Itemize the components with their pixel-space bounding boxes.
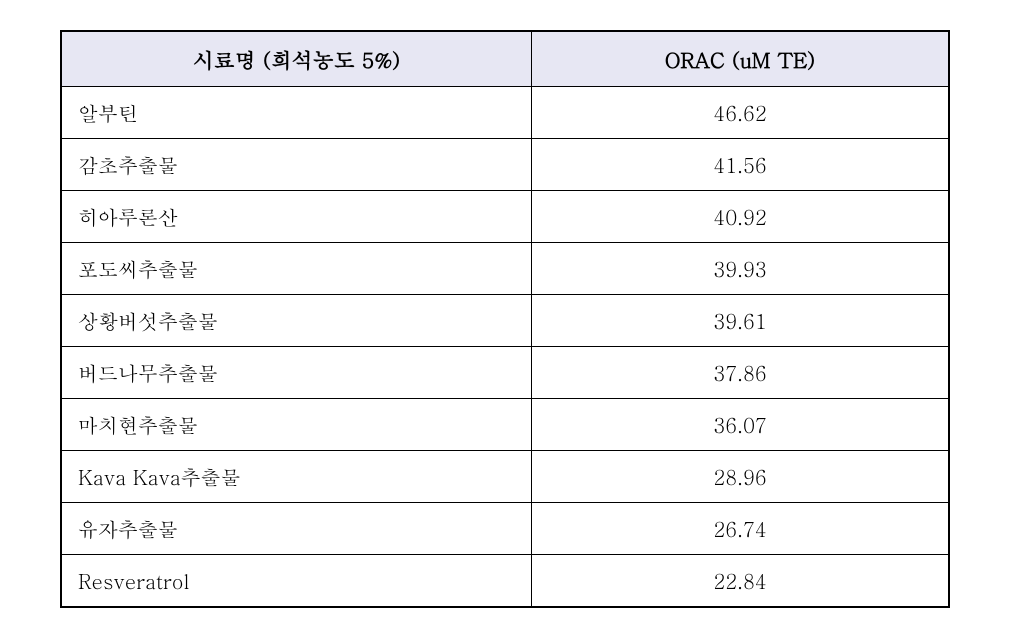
table-row: Kava Kava추출물 28.96: [61, 451, 949, 503]
cell-orac-value: 37.86: [532, 347, 949, 399]
table-row: 알부틴 46.62: [61, 87, 949, 139]
column-header-orac: ORAC (uM TE): [532, 31, 949, 87]
cell-orac-value: 46.62: [532, 87, 949, 139]
table-header-row: 시료명 (희석농도 5%) ORAC (uM TE): [61, 31, 949, 87]
cell-sample-name: 알부틴: [61, 87, 532, 139]
orac-data-table: 시료명 (희석농도 5%) ORAC (uM TE) 알부틴 46.62 감초추…: [60, 30, 950, 608]
cell-sample-name: 포도씨추출물: [61, 243, 532, 295]
cell-orac-value: 39.93: [532, 243, 949, 295]
table-row: 마치현추출물 36.07: [61, 399, 949, 451]
cell-sample-name: 상황버섯추출물: [61, 295, 532, 347]
cell-orac-value: 40.92: [532, 191, 949, 243]
table-row: 상황버섯추출물 39.61: [61, 295, 949, 347]
table-row: 히아루론산 40.92: [61, 191, 949, 243]
cell-orac-value: 26.74: [532, 503, 949, 555]
cell-sample-name: 버드나무추출물: [61, 347, 532, 399]
table-row: 포도씨추출물 39.93: [61, 243, 949, 295]
cell-orac-value: 36.07: [532, 399, 949, 451]
table-row: 버드나무추출물 37.86: [61, 347, 949, 399]
cell-sample-name: 히아루론산: [61, 191, 532, 243]
cell-orac-value: 41.56: [532, 139, 949, 191]
column-header-sample: 시료명 (희석농도 5%): [61, 31, 532, 87]
cell-orac-value: 22.84: [532, 555, 949, 608]
cell-sample-name: 유자추출물: [61, 503, 532, 555]
cell-sample-name: 감초추출물: [61, 139, 532, 191]
cell-sample-name: 마치현추출물: [61, 399, 532, 451]
table-row: 유자추출물 26.74: [61, 503, 949, 555]
table-row: 감초추출물 41.56: [61, 139, 949, 191]
table-row: Resveratrol 22.84: [61, 555, 949, 608]
cell-orac-value: 28.96: [532, 451, 949, 503]
cell-sample-name: Resveratrol: [61, 555, 532, 608]
cell-sample-name: Kava Kava추출물: [61, 451, 532, 503]
cell-orac-value: 39.61: [532, 295, 949, 347]
